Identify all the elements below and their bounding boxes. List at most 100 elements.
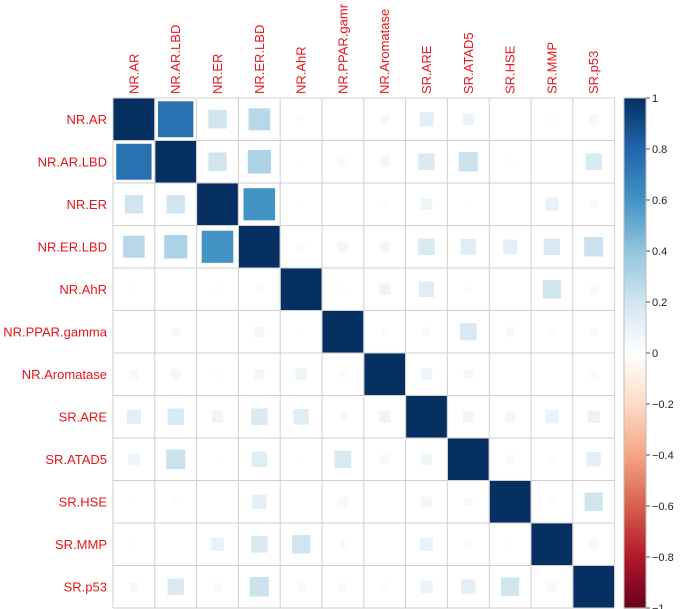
colorbar-segment bbox=[624, 182, 646, 186]
colorbar-segment bbox=[624, 518, 646, 522]
colorbar-segment bbox=[624, 554, 646, 558]
colorbar-segment bbox=[624, 424, 646, 428]
colorbar-segment bbox=[624, 539, 646, 543]
corr-cell-NR.ER.LBD-NR.AR bbox=[123, 235, 145, 258]
corr-cell-NR.AR.LBD-NR.AR.LBD bbox=[155, 141, 197, 183]
corr-cell-SR.MMP-NR.Aromatase bbox=[382, 542, 387, 547]
colorbar-segment bbox=[624, 495, 646, 499]
colorbar-segment bbox=[624, 602, 646, 607]
colorbar-segment bbox=[624, 452, 646, 456]
corr-cell-NR.AR.LBD-NR.ER.LBD bbox=[247, 150, 271, 174]
colorbar-segment bbox=[624, 281, 646, 285]
colorbar-segment bbox=[624, 449, 646, 454]
colorbar-segment bbox=[624, 143, 646, 148]
colorbar-tick-label: 0.6 bbox=[652, 195, 667, 207]
colorbar-segment bbox=[624, 205, 646, 209]
colorbar-segment bbox=[624, 536, 646, 540]
colorbar-segment bbox=[624, 559, 646, 563]
column-labels: NR.AR NR.AR.LBD NR.ER NR.ER.LBD NR.AhR NR.PPA… bbox=[126, 3, 601, 94]
colorbar-segment bbox=[624, 490, 646, 494]
colorbar-segment bbox=[624, 386, 646, 390]
colorbar-segment bbox=[624, 230, 646, 234]
corr-cell-SR.ATAD5-SR.HSE bbox=[506, 455, 515, 464]
row-label: NR.PPAR.gamma bbox=[3, 324, 108, 339]
corr-cell-NR.ER.LBD-NR.AR.LBD bbox=[164, 235, 188, 259]
colorbar-segment bbox=[624, 363, 646, 367]
colorbar-segment bbox=[624, 577, 646, 581]
colorbar-segment bbox=[624, 302, 646, 306]
colorbar-segment bbox=[624, 228, 646, 232]
row-label: SR.HSE bbox=[59, 494, 108, 509]
colorbar-tick-label: −0.6 bbox=[652, 501, 674, 513]
colorbar-segment bbox=[624, 251, 646, 255]
corr-cell-NR.AR-SR.ATAD5 bbox=[462, 113, 475, 126]
colorbar-segment bbox=[624, 146, 646, 150]
corr-cell-NR.ER-SR.ATAD5 bbox=[466, 202, 471, 207]
corr-cell-NR.Aromatase-SR.MMP bbox=[549, 372, 554, 377]
colorbar-segment bbox=[624, 149, 646, 153]
colorbar-segment bbox=[624, 159, 646, 163]
corr-cell-NR.AhR-NR.AR.LBD bbox=[173, 287, 178, 292]
corr-cell-SR.MMP-SR.ATAD5 bbox=[464, 540, 472, 548]
colorbar-segment bbox=[624, 120, 646, 125]
colorbar-segment bbox=[624, 475, 646, 479]
colorbar-segment bbox=[624, 164, 646, 168]
corr-cell-SR.HSE-SR.ATAD5 bbox=[464, 497, 473, 506]
colorbar-segment bbox=[624, 110, 646, 114]
colorbar-segment bbox=[624, 462, 646, 466]
corr-cell-SR.ATAD5-NR.AR.LBD bbox=[166, 449, 186, 469]
corr-cell-NR.ER.LBD-SR.ATAD5 bbox=[460, 238, 476, 255]
colorbar-segment bbox=[624, 345, 646, 349]
colorbar-segment bbox=[624, 549, 646, 553]
colorbar-segment bbox=[624, 406, 646, 410]
corr-cell-SR.MMP-SR.p53 bbox=[589, 539, 599, 549]
corr-cell-SR.MMP-NR.PPAR.gamma bbox=[339, 540, 347, 548]
colorbar-segment bbox=[624, 419, 646, 423]
row-label: SR.p53 bbox=[64, 579, 107, 594]
colorbar-segment bbox=[624, 398, 646, 403]
colorbar-segment bbox=[624, 192, 646, 196]
colorbar-segment bbox=[624, 493, 646, 497]
colorbar-segment bbox=[624, 118, 646, 122]
colorbar-segment bbox=[624, 370, 646, 374]
colorbar-segment bbox=[624, 388, 646, 392]
corr-cell-NR.ER-NR.ER.LBD bbox=[243, 188, 276, 221]
corr-cell-NR.PPAR.gamma-NR.AR.LBD bbox=[171, 327, 180, 336]
colorbar-segment bbox=[624, 551, 646, 556]
corr-cell-SR.ATAD5-NR.AR bbox=[128, 453, 140, 466]
colorbar-segment bbox=[624, 521, 646, 525]
colorbar-segment bbox=[624, 460, 646, 464]
colorbar-segment bbox=[624, 416, 646, 420]
corr-cell-NR.ER-SR.p53 bbox=[589, 200, 598, 209]
colorbar-tick-label: −0.8 bbox=[652, 552, 674, 564]
corr-cell-NR.Aromatase-NR.ER bbox=[214, 371, 221, 378]
corr-cell-NR.AR-NR.ER bbox=[208, 109, 227, 129]
corr-cell-SR.HSE-SR.ARE bbox=[421, 496, 432, 507]
colorbar-segment bbox=[624, 465, 646, 469]
colorbar-segment bbox=[624, 404, 646, 408]
corr-cell-NR.ER.LBD-SR.p53 bbox=[584, 237, 604, 257]
colorbar-segment bbox=[624, 365, 646, 369]
row-label: NR.ER bbox=[67, 197, 107, 212]
colorbar-segment bbox=[624, 523, 646, 527]
column-label: NR.ER bbox=[210, 54, 225, 94]
colorbar-segment bbox=[624, 207, 646, 211]
colorbar-segment bbox=[624, 378, 646, 382]
colorbar-segment bbox=[624, 340, 646, 344]
colorbar-segment bbox=[624, 105, 646, 109]
corr-cell-NR.Aromatase-NR.AR bbox=[129, 369, 139, 379]
colorbar-segment bbox=[624, 261, 646, 265]
colorbar-segment bbox=[624, 161, 646, 165]
colorbar-segment bbox=[624, 434, 646, 438]
corr-cell-SR.ARE-NR.ER bbox=[211, 410, 224, 423]
colorbar-segment bbox=[624, 296, 646, 301]
colorbar-segment bbox=[624, 212, 646, 216]
corr-cell-NR.AR-NR.AR.LBD bbox=[158, 101, 194, 138]
corr-cell-NR.AR.LBD-NR.Aromatase bbox=[379, 156, 390, 167]
colorbar-segment bbox=[624, 544, 646, 548]
corr-cell-NR.Aromatase-SR.ARE bbox=[420, 368, 433, 381]
corr-cell-SR.ATAD5-SR.MMP bbox=[548, 455, 556, 463]
colorbar-segment bbox=[624, 154, 646, 158]
colorbar-segment bbox=[624, 592, 646, 596]
colorbar-segment bbox=[624, 268, 646, 272]
